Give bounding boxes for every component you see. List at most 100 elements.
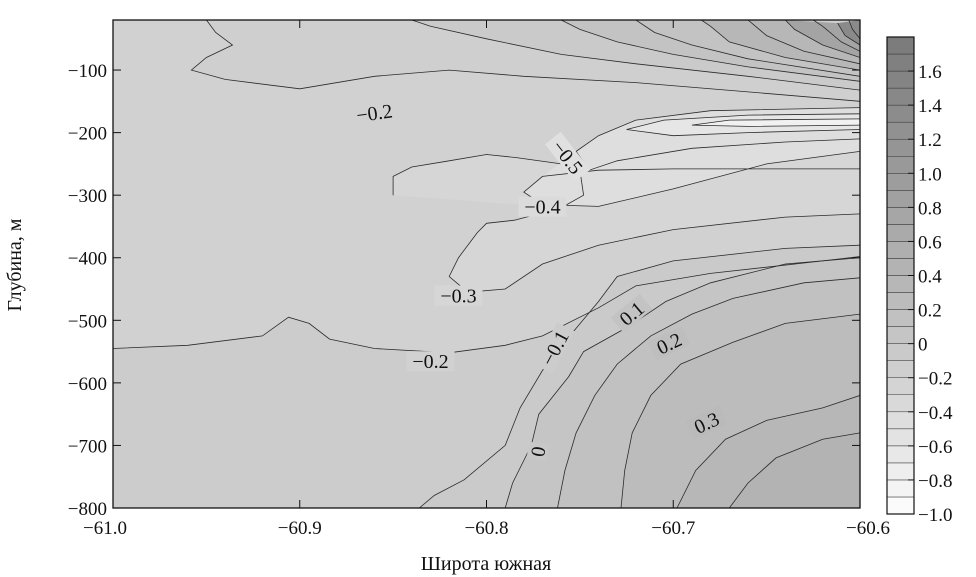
colorbar-band (886, 377, 915, 396)
colorbar-band (886, 207, 915, 225)
colorbar-band (886, 360, 915, 378)
x-axis-title: Широта южная (421, 553, 552, 575)
y-tick-label: −400 (68, 249, 107, 270)
contour-label: −0.3 (434, 285, 483, 308)
colorbar-tick-label: 0.6 (918, 232, 942, 253)
contour-fill-region (557, 277, 860, 508)
contour-fill-region (523, 107, 860, 207)
colorbar-band (886, 53, 915, 72)
contour-label: −0.4 (518, 196, 567, 219)
contour-label-text: 0 (527, 445, 550, 459)
y-tick-label: −500 (68, 311, 107, 332)
colorbar-tick-label: 0.4 (918, 267, 942, 288)
contour-fill-region (837, 20, 860, 45)
contour-fill-region (411, 20, 860, 91)
contour-line (837, 22, 860, 46)
colorbar-band (886, 445, 915, 464)
contour-fill-region (621, 314, 860, 508)
x-tick-label: −60.7 (651, 518, 695, 539)
colorbar-tick-label: −0.6 (918, 437, 952, 458)
y-tick-label: −600 (68, 374, 107, 395)
contour-fill-region (691, 118, 860, 127)
colorbar-band (886, 292, 915, 310)
colorbar-band (886, 275, 915, 293)
colorbar-band (886, 428, 915, 447)
y-tick-label: −800 (68, 499, 107, 520)
contour-line (701, 20, 860, 71)
colorbar-band (886, 496, 915, 515)
contour-line (626, 113, 860, 137)
contour-line (561, 20, 860, 82)
contour-line (411, 20, 860, 91)
contour-fill-region (561, 20, 860, 82)
colorbar-band (886, 87, 915, 106)
contour-fill-region (505, 257, 860, 508)
contour-line (747, 20, 860, 65)
colorbar-tick-label: 0 (918, 335, 928, 356)
contour-fill-region (729, 432, 860, 508)
contour-label-text: −0.4 (524, 197, 560, 219)
contour-fill-layer (113, 20, 860, 508)
colorbar-tick-label: 1.6 (918, 62, 942, 83)
colorbar-tick-label: −0.2 (918, 369, 952, 390)
contour-line (523, 151, 860, 207)
y-axis: −100 −200 −300 −400 −500 −600 −700 −800 (68, 61, 860, 520)
contour-label-text: −0.2 (355, 100, 394, 127)
colorbar-band (886, 104, 915, 123)
colorbar-band (886, 241, 915, 259)
colorbar-band (886, 156, 915, 174)
colorbar-band (886, 309, 915, 327)
contour-line (557, 277, 860, 508)
contour-label: −0.2 (406, 351, 455, 373)
contour-line (785, 20, 860, 58)
contour-fill-region (191, 20, 860, 102)
colorbar-band (886, 479, 915, 498)
colorbar-band (886, 462, 915, 481)
x-tick-label: −61.0 (83, 518, 127, 539)
colorbar-band (886, 36, 915, 55)
contour-line (691, 118, 860, 127)
contour-label: −0.2 (349, 99, 400, 127)
colorbar-tick-label: 1.2 (918, 130, 942, 151)
colorbar-tick-label: 1.4 (918, 96, 942, 117)
contour-label-text: −0.3 (440, 286, 476, 308)
colorbar-band (886, 258, 915, 276)
colorbar: 1.6 1.4 1.2 1.0 0.8 0.6 0.4 0.2 0 −0.2 −0.4 −0.6 −0.… (886, 36, 953, 526)
x-axis: −61.0 −60.9 −60.8 −60.7 −60.6 (83, 20, 890, 539)
colorbar-band (886, 411, 915, 430)
contour-line (190, 20, 860, 102)
colorbar-band (886, 224, 915, 242)
colorbar-tick-label: 0.8 (918, 198, 942, 219)
colorbar-band (886, 121, 915, 140)
y-tick-label: −700 (68, 436, 107, 457)
colorbar-band (886, 326, 915, 344)
x-tick-label: −60.8 (465, 518, 509, 539)
contour-line (620, 313, 860, 508)
y-tick-label: −300 (68, 186, 107, 207)
colorbar-band (886, 173, 915, 191)
colorbar-band (886, 138, 915, 157)
contour-line (392, 154, 860, 293)
colorbar-band (886, 70, 915, 89)
contour-line (848, 20, 860, 40)
contour-fill-region (113, 245, 860, 508)
contour-label: 0 (526, 441, 551, 462)
colorbar-tick-label: 1.0 (918, 164, 942, 185)
contour-line (676, 395, 860, 508)
contour-label-text: −0.2 (412, 351, 448, 373)
x-tick-label: −60.9 (278, 518, 322, 539)
contour-line (504, 257, 860, 508)
x-tick-label: −60.6 (846, 518, 890, 539)
contour-line (728, 432, 860, 508)
colorbar-band (886, 343, 915, 361)
contour-line (813, 20, 860, 52)
contour-fill-region (701, 20, 860, 71)
colorbar-band (886, 190, 915, 208)
contour-fill-region (677, 395, 860, 508)
y-tick-label: −100 (68, 61, 107, 82)
colorbar-tick-label: −0.4 (918, 403, 953, 424)
colorbar-band (886, 394, 915, 413)
y-tick-label: −200 (68, 124, 107, 145)
contour-line (635, 20, 860, 77)
